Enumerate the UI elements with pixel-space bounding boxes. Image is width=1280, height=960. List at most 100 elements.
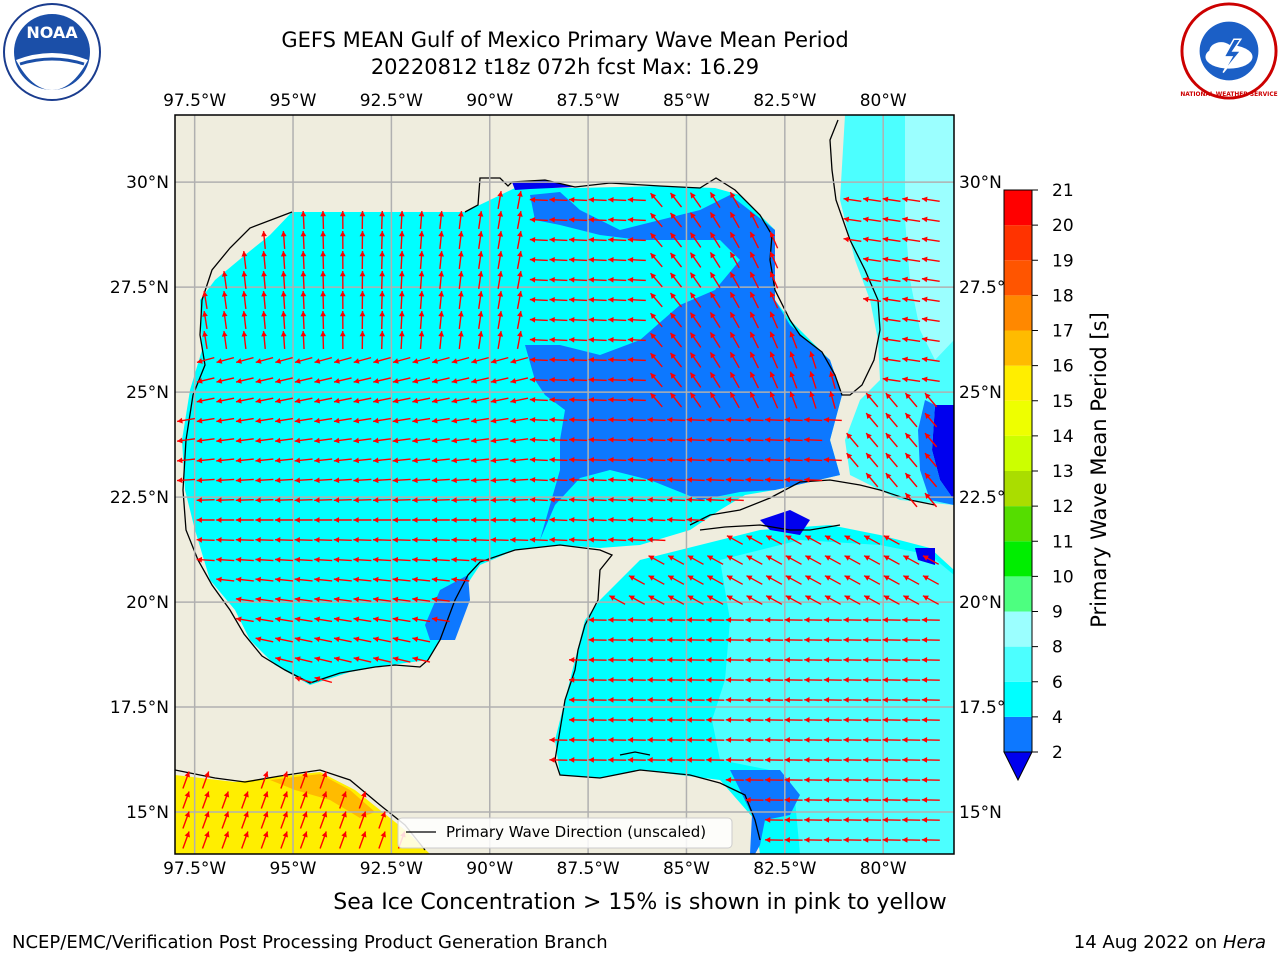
wave-arrow: [764, 717, 784, 723]
wave-arrow: [280, 791, 288, 809]
wave-arrow: [725, 637, 744, 643]
wave-arrow: [588, 717, 607, 723]
wave-arrow: [769, 391, 779, 409]
wave-arrow: [280, 330, 287, 350]
wave-arrow: [353, 656, 372, 663]
wave-arrow: [608, 536, 627, 543]
wave-arrow: [745, 476, 764, 483]
wave-arrow: [202, 311, 208, 329]
wave-arrow: [353, 457, 372, 464]
wave-arrow: [809, 351, 817, 369]
wave-arrow: [862, 637, 882, 643]
wave-arrow: [379, 330, 386, 350]
wave-arrow: [477, 290, 484, 310]
wave-arrow: [824, 555, 842, 565]
wave-arrow: [921, 837, 940, 843]
wave-arrow: [726, 535, 744, 545]
wave-arrow: [902, 637, 921, 643]
wave-arrow: [706, 456, 725, 463]
wave-arrow: [608, 276, 627, 283]
wave-arrow: [497, 291, 504, 309]
wave-arrow: [529, 336, 548, 343]
wave-arrow: [843, 677, 862, 683]
wave-arrow: [359, 230, 366, 250]
wave-arrow: [471, 517, 489, 523]
colorbar-bin: [1004, 681, 1032, 717]
wave-arrow: [902, 376, 921, 383]
wave-arrow: [862, 296, 882, 303]
colorbar-tick-label: 4: [1052, 708, 1063, 728]
wave-arrow: [823, 617, 842, 623]
colorbar-tick-label: 17: [1052, 322, 1074, 342]
wave-arrow: [261, 250, 267, 270]
wave-arrow: [883, 575, 900, 585]
wave-arrow: [745, 777, 764, 783]
wave-arrow: [921, 657, 940, 663]
wave-arrow: [647, 456, 666, 463]
wave-arrow: [745, 717, 764, 723]
wave-arrow: [706, 717, 725, 723]
wave-arrow: [706, 657, 725, 663]
wave-arrow: [431, 517, 450, 523]
wave-arrow: [451, 417, 470, 424]
wave-arrow: [529, 476, 548, 483]
wave-arrow: [608, 476, 627, 483]
wave-arrow: [749, 211, 760, 229]
wave-arrow: [709, 312, 721, 328]
wave-arrow: [378, 831, 386, 849]
wave-arrow: [300, 270, 307, 290]
wave-arrow: [510, 417, 529, 424]
wave-arrow: [549, 396, 568, 403]
wave-arrow: [669, 312, 683, 328]
wave-arrow: [862, 256, 882, 263]
wave-arrow: [764, 737, 784, 743]
wave-arrow: [921, 356, 940, 363]
wave-arrow: [784, 416, 803, 423]
wave-arrow: [549, 757, 568, 763]
wave-arrow: [549, 536, 568, 543]
wave-arrow: [392, 356, 411, 364]
wave-arrow: [549, 276, 568, 283]
wave-arrow: [666, 677, 686, 683]
wave-arrow: [412, 356, 431, 364]
wave-arrow: [529, 416, 548, 423]
map-frame: [174, 114, 955, 855]
wave-arrow: [843, 236, 862, 243]
wave-arrow: [863, 535, 881, 545]
lat-label: 17.5°N: [110, 698, 169, 718]
direction-legend-label: Primary Wave Direction (unscaled): [446, 823, 706, 841]
wave-arrow: [477, 250, 484, 270]
wave-arrow: [689, 312, 702, 328]
lon-label: 85°W: [663, 91, 710, 111]
wave-arrow: [924, 412, 938, 428]
wave-arrow: [769, 331, 779, 349]
wave-arrow: [686, 516, 705, 523]
wave-arrow: [333, 616, 352, 623]
wave-arrow: [865, 452, 879, 468]
wave-arrow: [431, 576, 450, 583]
wave-arrow: [379, 290, 386, 310]
wave-arrow: [412, 477, 431, 484]
wave-arrow: [862, 617, 882, 623]
wave-arrow: [709, 292, 721, 308]
wave-arrow: [823, 777, 842, 783]
colorbar-bin: [1004, 506, 1032, 542]
wave-arrow: [686, 456, 705, 463]
wave-arrow: [746, 575, 763, 585]
wave-arrow: [196, 397, 215, 404]
wave-arrow: [319, 791, 328, 809]
wave-arrow: [608, 617, 627, 623]
wave-arrow: [216, 377, 235, 384]
wave-arrow: [458, 330, 464, 350]
wave-arrow: [314, 556, 333, 563]
wave-arrow: [667, 555, 685, 565]
wave-arrow: [529, 456, 548, 463]
wave-arrow: [241, 270, 248, 290]
wave-arrow: [648, 595, 665, 605]
wave-arrow: [568, 677, 588, 683]
wave-arrow: [451, 437, 470, 444]
wave-arrow: [784, 677, 803, 683]
wave-arrow: [804, 797, 823, 803]
wave-arrow: [706, 476, 725, 483]
wave-arrow: [804, 555, 822, 565]
